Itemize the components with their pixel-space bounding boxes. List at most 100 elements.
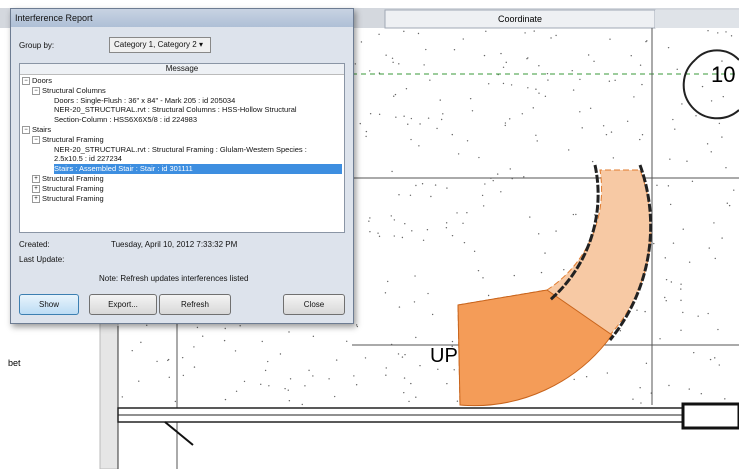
hatch-dot: [484, 183, 485, 184]
hatch-dot: [414, 275, 415, 276]
tree-text[interactable]: Structural Framing: [42, 184, 104, 193]
tree-text[interactable]: Stairs: [32, 125, 51, 134]
hatch-dot: [579, 111, 580, 112]
grid-label: 10: [711, 62, 735, 87]
hatch-dot: [452, 341, 453, 342]
hatch-dot: [640, 402, 641, 403]
hatch-dot: [682, 312, 683, 313]
tree-row[interactable]: Doors : Single-Flush : 36" x 84" - Mark …: [54, 96, 235, 106]
expander[interactable]: +: [32, 195, 40, 203]
hatch-dot: [235, 350, 236, 351]
tree-row[interactable]: −Structural Framing: [32, 135, 104, 145]
expander[interactable]: −: [22, 77, 30, 85]
tree-row[interactable]: NER-20_STRUCTURAL.rvt : Structural Colum…: [54, 105, 297, 115]
hatch-dot: [454, 369, 455, 370]
tree-text[interactable]: Section-Column : HSS6X6X5/8 : id 224983: [54, 115, 197, 124]
hatch-dot: [677, 69, 678, 70]
hatch-dot: [404, 377, 405, 378]
hatch-dot: [419, 123, 420, 124]
column: [683, 404, 739, 428]
hatch-dot: [262, 341, 263, 342]
tree-row[interactable]: 2.5x10.5 : id 227234: [54, 154, 122, 164]
tree-row[interactable]: −Doors: [22, 76, 52, 86]
tree-text[interactable]: Stairs : Assembled Stair : Stair : id 30…: [54, 164, 193, 173]
hatch-dot: [394, 219, 395, 220]
hatch-dot: [422, 183, 423, 184]
hatch-dot: [725, 167, 726, 168]
tree-row[interactable]: −Stairs: [22, 125, 51, 135]
hatch-dot: [669, 158, 670, 159]
expander[interactable]: −: [32, 87, 40, 95]
hatch-dot: [573, 89, 574, 90]
dropdown-value[interactable]: Category 1, Category 2: [114, 40, 197, 49]
hatch-dot: [680, 288, 681, 289]
expander[interactable]: +: [32, 175, 40, 183]
hatch-dot: [411, 230, 412, 231]
tree-row[interactable]: +Structural Framing: [32, 194, 104, 204]
hatch-dot: [462, 223, 463, 224]
hatch-dot: [680, 284, 681, 285]
show-button[interactable]: Show: [19, 294, 79, 315]
expander[interactable]: +: [32, 185, 40, 193]
tree-text[interactable]: Structural Framing: [42, 194, 104, 203]
hatch-dot: [488, 83, 489, 84]
hatch-dot: [284, 388, 285, 389]
hatch-dot: [385, 375, 386, 376]
export-button[interactable]: Export...: [89, 294, 157, 315]
hatch-dot: [169, 377, 170, 378]
expander[interactable]: −: [22, 126, 30, 134]
tab-label[interactable]: Coordinate: [498, 14, 542, 24]
hatch-dot: [673, 242, 674, 243]
tree-row[interactable]: +Structural Framing: [32, 184, 104, 194]
side-text: bet: [8, 358, 21, 368]
tree-text[interactable]: NER-20_STRUCTURAL.rvt : Structural Colum…: [54, 105, 297, 114]
tree-text[interactable]: Structural Framing: [42, 135, 104, 144]
hatch-dot: [693, 352, 694, 353]
tree-row[interactable]: Section-Column : HSS6X6X5/8 : id 224983: [54, 115, 197, 125]
hatch-dot: [288, 390, 289, 391]
hatch-dot: [686, 161, 687, 162]
hatch-dot: [391, 171, 392, 172]
hatch-dot: [466, 212, 467, 213]
hatch-dot: [620, 330, 621, 331]
created-label: Created:: [19, 240, 50, 249]
hatch-dot: [544, 252, 545, 253]
tree-row[interactable]: NER-20_STRUCTURAL.rvt : Structural Frami…: [54, 145, 307, 155]
tree-row[interactable]: +Structural Framing: [32, 174, 104, 184]
hatch-dot: [402, 237, 403, 238]
hatch-dot: [357, 326, 358, 327]
tree-text[interactable]: Structural Framing: [42, 174, 104, 183]
hatch-dot: [411, 118, 412, 119]
hatch-dot: [733, 189, 734, 190]
tree-text[interactable]: Doors : Single-Flush : 36" x 84" - Mark …: [54, 96, 235, 105]
tree-text[interactable]: Doors: [32, 76, 52, 85]
tree-text[interactable]: 2.5x10.5 : id 227234: [54, 154, 122, 163]
tree-row[interactable]: −Structural Columns: [32, 86, 106, 96]
hatch-dot: [385, 54, 386, 55]
hatch-dot: [537, 140, 538, 141]
hatch-dot: [265, 370, 266, 371]
hatch-dot: [731, 35, 732, 36]
note: Note: Refresh updates interferences list…: [99, 274, 248, 283]
scrollbar[interactable]: [100, 320, 118, 469]
hatch-dot: [175, 401, 176, 402]
close-button[interactable]: Close: [283, 294, 345, 315]
hatch-dot: [407, 124, 408, 125]
group-by-label: Group by:: [19, 41, 54, 50]
hatch-dot: [668, 385, 669, 386]
hatch-dot: [484, 55, 485, 56]
hatch-dot: [225, 328, 226, 329]
expander[interactable]: −: [32, 136, 40, 144]
tree-row[interactable]: Stairs : Assembled Stair : Stair : id 30…: [54, 164, 342, 174]
hatch-dot: [427, 229, 428, 230]
tree-text[interactable]: Structural Columns: [42, 86, 106, 95]
group-by-dropdown[interactable]: Category 1, Category 2 ▾: [109, 37, 211, 53]
tree-text[interactable]: NER-20_STRUCTURAL.rvt : Structural Frami…: [54, 145, 307, 154]
refresh-button[interactable]: Refresh: [159, 294, 231, 315]
hatch-dot: [514, 275, 515, 276]
hatch-dot: [467, 140, 468, 141]
hatch-dot: [290, 378, 291, 379]
hatch-dot: [503, 67, 504, 68]
hatch-dot: [312, 375, 313, 376]
